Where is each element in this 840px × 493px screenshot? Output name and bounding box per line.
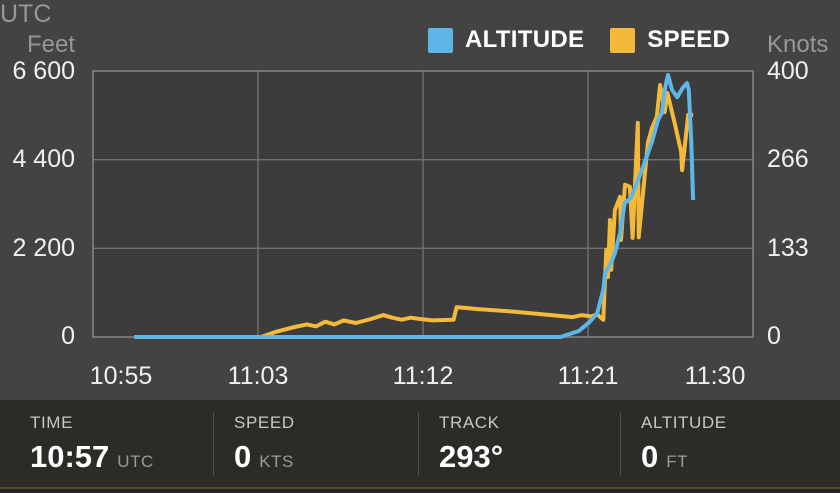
altitude-value: 0 [641, 439, 659, 474]
altitude-label: ALTITUDE [641, 413, 727, 432]
info-cell-track: TRACK 293° [419, 400, 620, 487]
x-axis-tick: 11:12 [392, 362, 454, 390]
right-axis-tick: 266 [767, 145, 809, 173]
x-axis-tick: 11:30 [684, 362, 746, 390]
info-cell-time: TIME 10:57 UTC [0, 400, 213, 487]
x-axis-tick: 11:03 [227, 362, 289, 390]
speed-value: 0 [234, 439, 252, 474]
altitude-line [134, 73, 696, 339]
flight-info-bar: TIME 10:57 UTC SPEED 0 KTS TRACK 293° AL… [0, 400, 840, 487]
divider [213, 412, 214, 476]
left-axis-unit: Feet [26, 31, 75, 58]
altitude-speed-chart: Feet Knots 6 600 4 400 2 200 0 400 266 1… [0, 0, 840, 400]
time-label: TIME [30, 413, 74, 432]
timeline-strip-line [0, 487, 840, 489]
x-axis-unit: UTC [0, 0, 52, 28]
divider [418, 412, 419, 476]
legend-label-altitude: ALTITUDE [465, 26, 585, 53]
left-axis-tick: 6 600 [12, 57, 75, 85]
right-axis-unit: Knots [767, 31, 829, 58]
right-axis-tick: 400 [767, 57, 809, 85]
left-axis-tick: 4 400 [12, 145, 75, 173]
time-value: 10:57 [30, 439, 110, 474]
legend-label-speed: SPEED [647, 26, 731, 53]
chart-legend: ALTITUDE SPEED [428, 26, 730, 54]
info-cell-altitude: ALTITUDE 0 FT [621, 400, 840, 487]
speed-swatch-icon [610, 27, 636, 53]
altitude-swatch-icon [428, 27, 453, 53]
divider [620, 412, 621, 476]
altitude-unit: FT [666, 452, 689, 471]
x-axis-tick: 10:55 [89, 362, 153, 390]
info-cell-speed: SPEED 0 KTS [214, 400, 418, 487]
right-axis-tick: 133 [767, 234, 809, 262]
right-axis-tick: 0 [767, 322, 781, 350]
gridlines [93, 71, 753, 337]
x-axis-tick: 11:21 [557, 362, 619, 390]
chart-plot-area[interactable] [0, 0, 840, 400]
left-axis-tick: 0 [61, 322, 75, 350]
time-unit: UTC [117, 452, 154, 471]
track-label: TRACK [439, 413, 500, 432]
timeline-strip [0, 487, 840, 493]
legend-item-altitude: ALTITUDE [428, 26, 584, 54]
speed-unit: KTS [259, 452, 294, 471]
left-axis-tick: 2 200 [12, 234, 75, 262]
legend-item-speed: SPEED [610, 26, 730, 54]
speed-label: SPEED [234, 413, 295, 432]
track-value: 293° [439, 439, 504, 474]
